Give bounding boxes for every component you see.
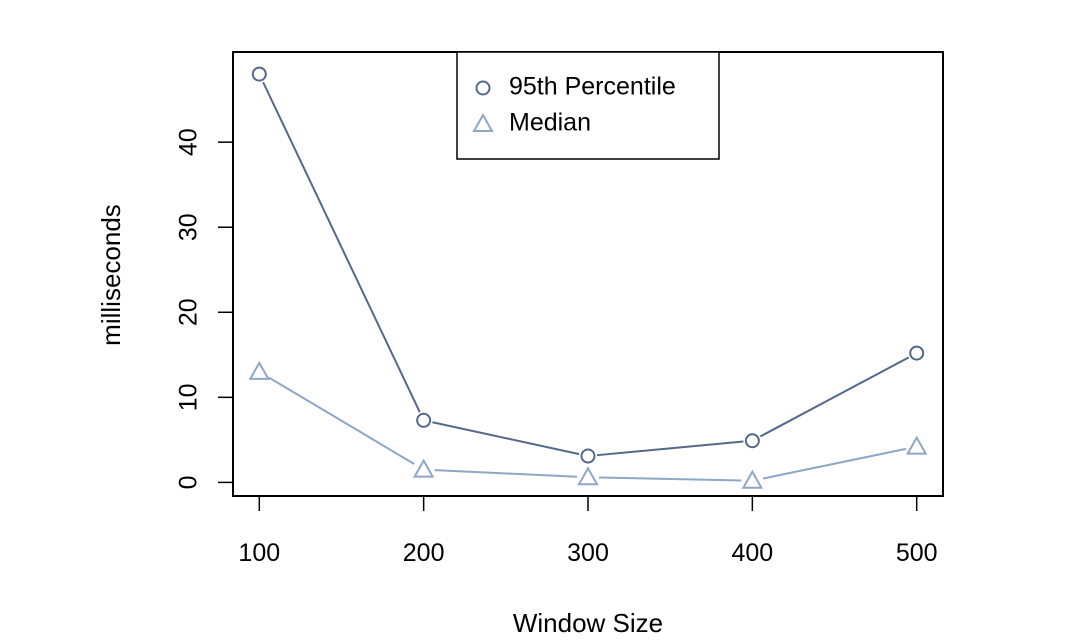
- series-layer: [248, 66, 928, 489]
- x-tick-label: 400: [731, 539, 773, 567]
- legend-marker-circle: [475, 80, 491, 96]
- data-point-circle: [744, 433, 760, 449]
- series-percentile-95: [251, 66, 925, 464]
- series-line-segment: [268, 376, 415, 465]
- series-median: [248, 360, 928, 489]
- legend: 95th Percentile Median: [456, 51, 720, 160]
- legend-entry-label: 95th Percentile: [509, 73, 676, 101]
- legend-entry-label: Median: [509, 109, 591, 137]
- legend-box: [456, 51, 720, 160]
- y-tick-label: 20: [175, 298, 203, 326]
- y-tick-label: 40: [175, 128, 203, 156]
- data-point-triangle: [248, 360, 271, 380]
- x-tick-label: 500: [896, 539, 938, 567]
- y-tick-label: 30: [175, 213, 203, 241]
- series-line-segment: [432, 421, 580, 456]
- y-axis: 0 10 20 30 40: [175, 128, 233, 489]
- data-point-triangle: [741, 469, 764, 489]
- x-tick-label: 200: [403, 539, 445, 567]
- x-axis: 100 200 300 400 500: [238, 496, 938, 567]
- x-axis-label: Window Size: [513, 608, 663, 638]
- series-line-segment: [598, 476, 742, 482]
- y-tick-label: 0: [175, 475, 203, 489]
- data-point-triangle: [905, 435, 928, 455]
- y-axis-label: milliseconds: [96, 204, 126, 346]
- series-line-segment: [434, 469, 578, 478]
- y-tick-label: 10: [175, 383, 203, 411]
- data-point-triangle: [577, 466, 599, 486]
- series-line-segment: [762, 447, 907, 480]
- data-point-circle: [416, 412, 432, 428]
- data-point-circle: [580, 448, 596, 464]
- series-line-segment: [759, 356, 910, 438]
- data-point-circle: [251, 66, 267, 82]
- series-line-segment: [262, 81, 421, 413]
- legend-marker-triangle: [472, 112, 494, 133]
- data-point-triangle: [412, 458, 435, 478]
- x-tick-label: 100: [238, 539, 280, 567]
- series-line-segment: [596, 440, 744, 457]
- data-point-circle: [909, 345, 925, 361]
- x-tick-label: 300: [567, 539, 609, 567]
